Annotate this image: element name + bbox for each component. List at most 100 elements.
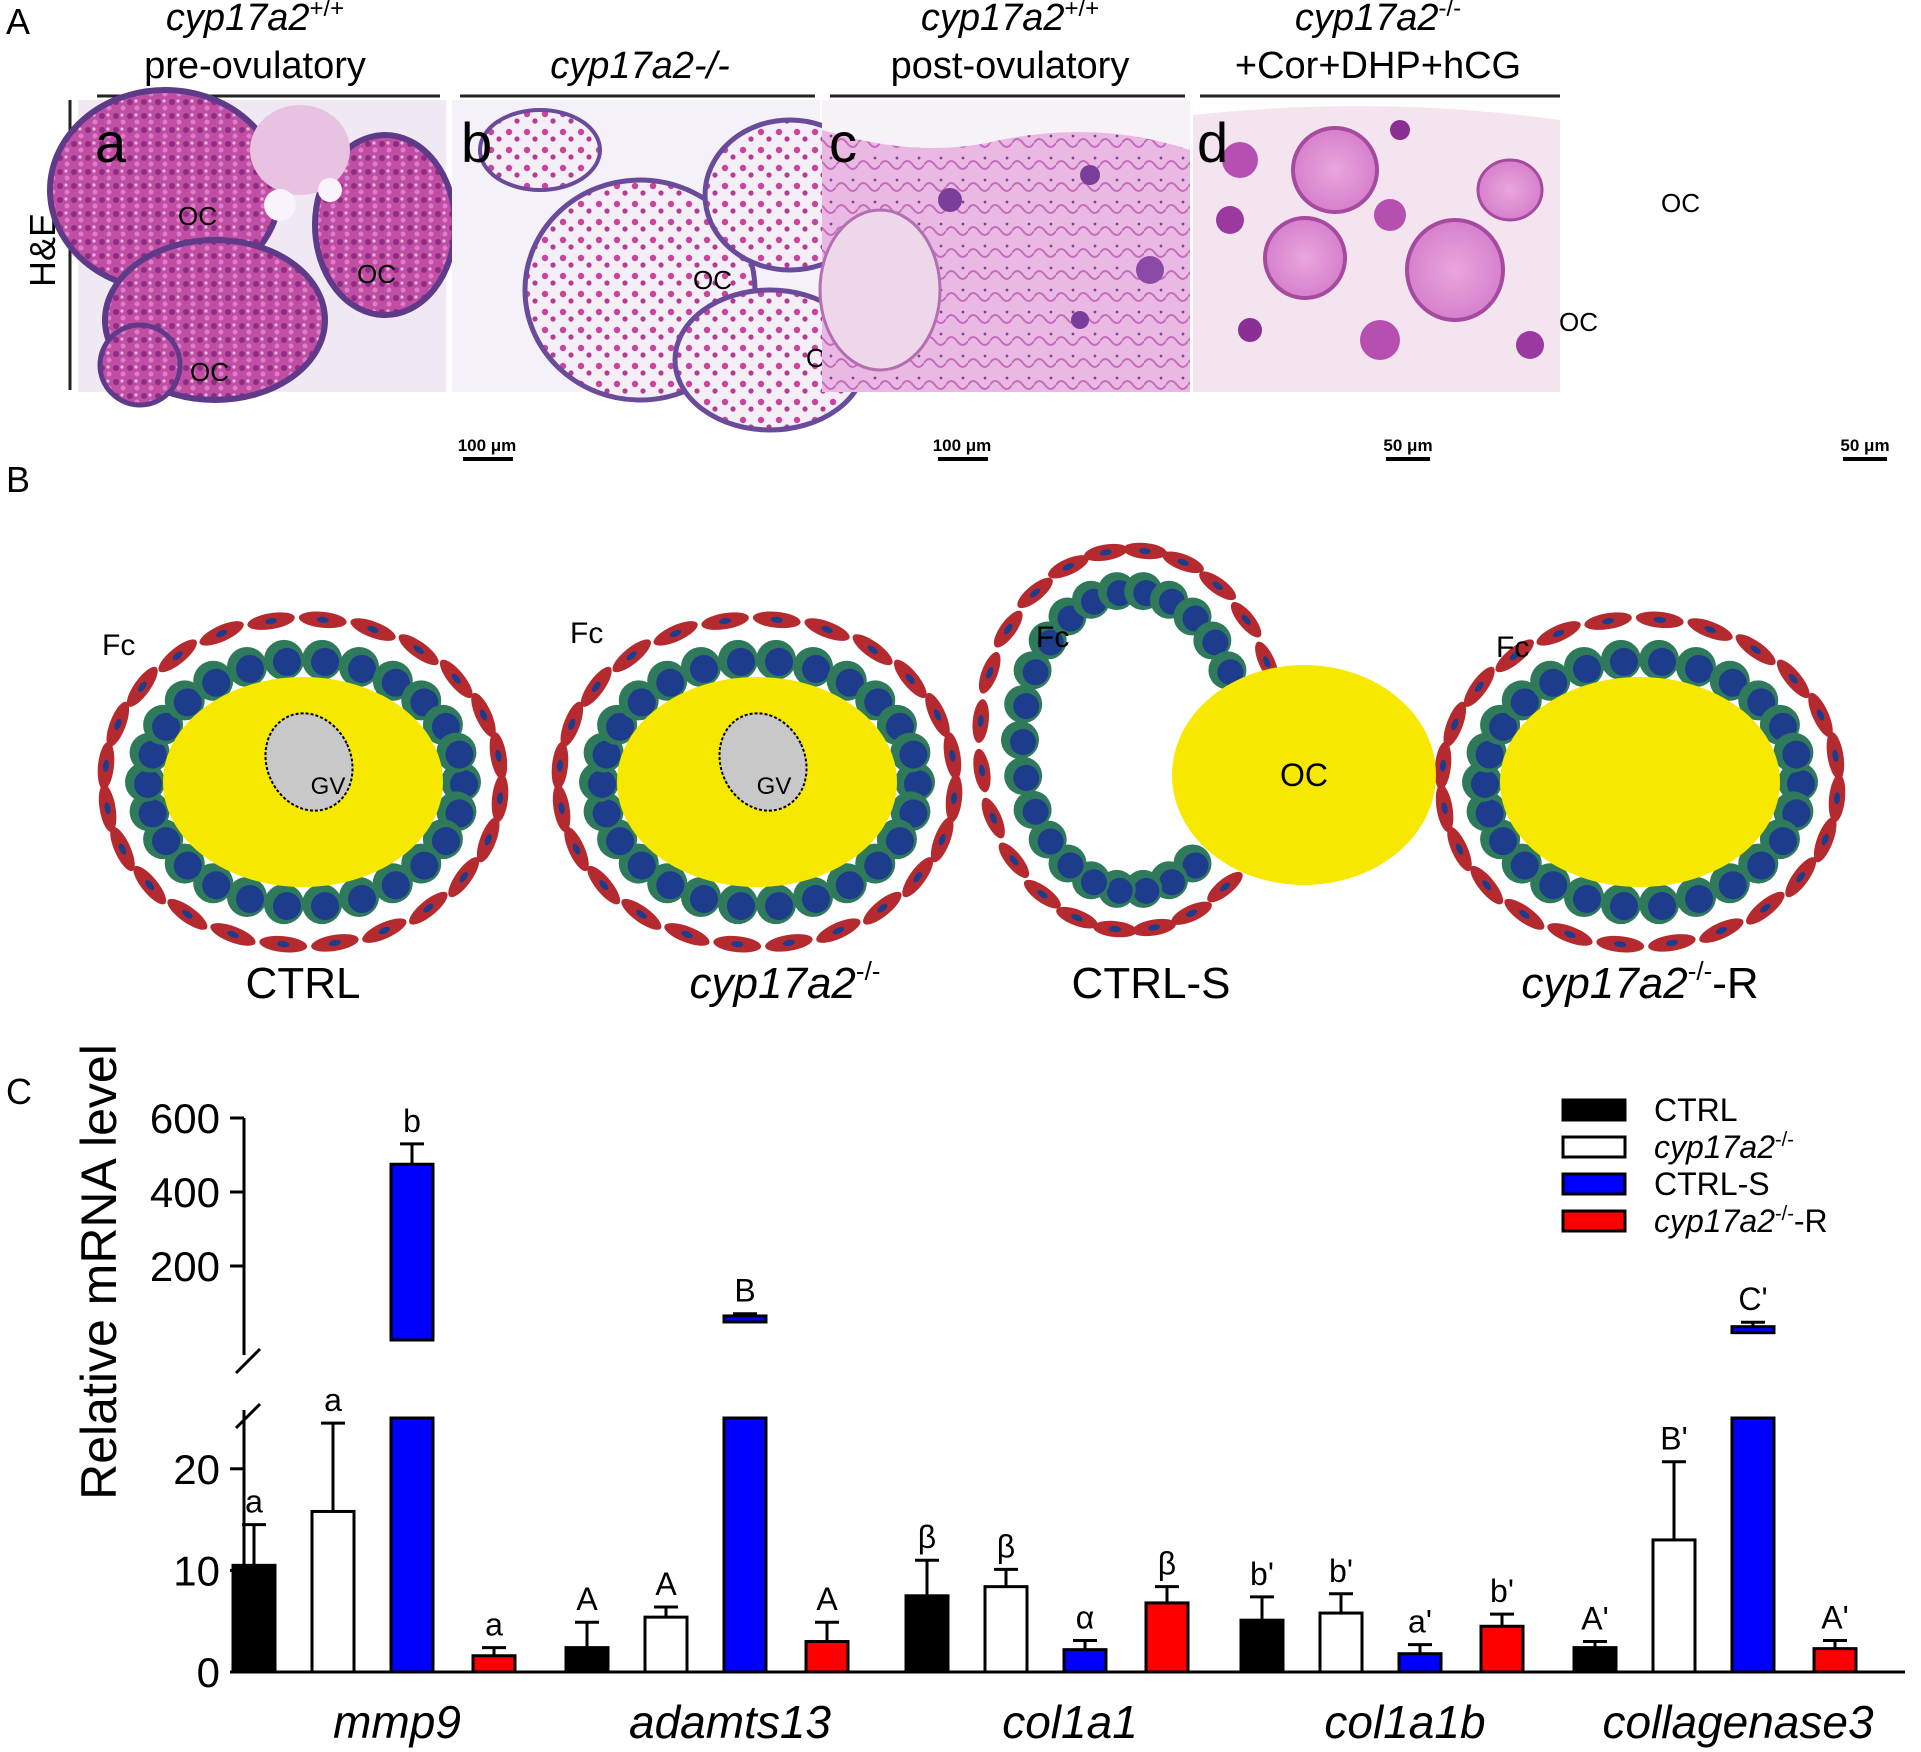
oocyte-label: OC: [1280, 757, 1328, 793]
granulosa-nucleus: [311, 647, 340, 676]
follicle-cell: [247, 612, 295, 630]
header-genotype: cyp17a2: [921, 0, 1065, 39]
significance-letter: b': [1329, 1553, 1353, 1589]
bar: [1239, 1618, 1285, 1674]
scale-bar-label: 100 μm: [458, 436, 517, 455]
granulosa-nucleus: [1782, 740, 1811, 769]
follicle-cell: [362, 918, 407, 943]
granulosa-nucleus: [1057, 852, 1084, 879]
legend-swatch: [1561, 1209, 1627, 1233]
follicle-cell: [1735, 634, 1776, 666]
follicle-cell: [439, 659, 473, 699]
granulosa-nucleus: [835, 668, 864, 697]
granulosa-nucleus: [689, 654, 718, 683]
follicle-cell: [1132, 918, 1176, 937]
follicle-cell: [1470, 865, 1504, 905]
follicle-cell: [1017, 577, 1053, 609]
granulosa-nucleus: [765, 647, 794, 676]
oocyte-yolk: [1500, 677, 1780, 887]
granulosa-nucleus: [1787, 770, 1815, 798]
follicle-cell: [1635, 611, 1684, 629]
follicle-cell: [1648, 934, 1696, 952]
follicle-cell: [491, 774, 509, 823]
follicle-cell: [621, 898, 662, 930]
follicle-diagrams: [97, 542, 1846, 953]
granulosa-nucleus: [235, 885, 264, 914]
follicle-cell: [210, 923, 256, 946]
follicle-cell: [1785, 857, 1817, 898]
significance-letter: a: [324, 1382, 342, 1418]
scale-bar-label: 50 μm: [1383, 436, 1432, 455]
follicle-cell: [298, 611, 347, 629]
granulosa-nucleus: [1685, 885, 1714, 914]
granulosa-nucleus: [1489, 827, 1518, 856]
follicle-cell: [1230, 601, 1262, 638]
image-label: OC: [178, 201, 217, 231]
follicle-cell: [1776, 659, 1810, 699]
category-label: mmp9: [333, 1696, 461, 1748]
gv-label: GV: [311, 773, 346, 800]
granulosa-nucleus: [1182, 852, 1209, 879]
diagram-caption-cyp17a2-r: cyp17a2-/--R: [1521, 956, 1758, 1008]
panel-a-header-4: cyp17a2-/- +Cor+DHP+hCG: [1235, 0, 1521, 87]
follicle-cell: [580, 666, 612, 707]
bar: [1318, 1611, 1364, 1674]
granulosa-nucleus: [588, 770, 616, 798]
follicle-cell: [973, 748, 991, 793]
bar: [1572, 1646, 1618, 1674]
granulosa-nucleus: [1747, 851, 1776, 880]
significance-letter: β: [997, 1528, 1015, 1564]
follicle-cell: [713, 935, 762, 953]
image-label: OC: [1559, 307, 1598, 337]
y-tick-label: 200: [150, 1243, 220, 1290]
bar: [1812, 1647, 1858, 1674]
granulosa-nucleus: [592, 799, 621, 828]
granulosa-nucleus: [1539, 871, 1568, 900]
granulosa-nucleus: [1718, 871, 1747, 900]
germinal-vesicle: [718, 712, 808, 812]
follicle-cell: [1746, 891, 1785, 925]
follicle-cell: [1813, 817, 1837, 863]
granulosa-nucleus: [272, 892, 301, 921]
granulosa-nucleus: [381, 668, 410, 697]
diagram-caption-ctrl-s: CTRL-S: [1072, 959, 1231, 1008]
granulosa-nucleus: [1510, 851, 1539, 880]
header-genotype: cyp17a2: [166, 0, 310, 39]
follicle-cell: [1699, 918, 1744, 943]
fc-label: Fc: [1036, 621, 1069, 654]
follicle-cell: [1584, 612, 1632, 630]
granulosa-nucleus: [1572, 885, 1601, 914]
gv-label: GV: [757, 773, 792, 800]
bar: [904, 1594, 950, 1674]
granulosa-nucleus: [1013, 693, 1040, 720]
granulosa-nucleus: [235, 654, 264, 683]
granulosa-nucleus: [765, 892, 794, 921]
granulosa-nucleus: [1539, 668, 1568, 697]
follicle-cell: [259, 935, 308, 953]
legend-label: cyp17a2-/--R: [1654, 1203, 1828, 1239]
fc-label: Fc: [1496, 631, 1529, 664]
bar: [564, 1646, 610, 1674]
follicle-cell: [945, 774, 963, 823]
follicle-cell: [106, 701, 130, 747]
follicle-cell: [448, 857, 480, 898]
granulosa-nucleus: [1768, 827, 1797, 856]
follicle-cell: [1596, 935, 1645, 953]
granulosa-nucleus: [202, 871, 231, 900]
panel-b: B CTRL cyp17a2-/- CTRL-S cyp17a2-/--R Fc…: [6, 459, 1846, 1008]
follicle-cell: [972, 699, 990, 743]
significance-letter: β: [1158, 1546, 1176, 1582]
image-label: OC: [357, 259, 396, 289]
histology-image-d: d OC OC 50 μm: [1193, 100, 1890, 461]
granulosa-nucleus: [726, 647, 755, 676]
granulosa-nucleus: [606, 712, 635, 741]
granulosa-nucleus: [627, 688, 656, 717]
bar: [1730, 1416, 1776, 1674]
granulosa-nucleus: [1217, 659, 1244, 686]
follicle-cell: [664, 923, 710, 946]
significance-letter: A: [655, 1566, 677, 1602]
follicle-cell: [1547, 923, 1593, 946]
follicle-cell: [1123, 542, 1167, 560]
bar-chart: 0 10 20 200 400 600 a Aβ b' A' a Aβ b' B' b Bα a' C' a Aβ b'…: [150, 1095, 1905, 1748]
granulosa-nucleus: [606, 827, 635, 856]
